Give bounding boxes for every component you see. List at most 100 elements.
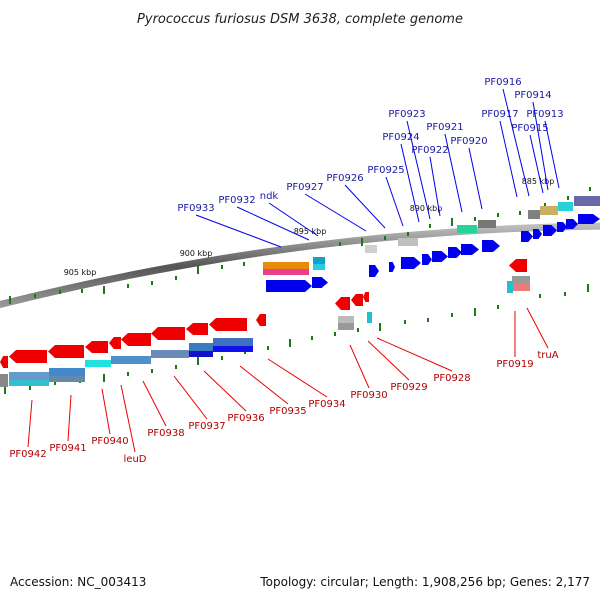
leader-line-forward: [195, 214, 282, 248]
gene-label-reverse[interactable]: PF0936: [227, 413, 264, 424]
feature-block: [338, 323, 354, 330]
gene-arrow-forward: [566, 219, 578, 229]
feature-block: [49, 376, 85, 382]
leader-line-forward: [344, 184, 386, 229]
gene-arrow-reverse: [0, 356, 8, 368]
gene-label-forward[interactable]: PF0927: [286, 182, 323, 193]
feature-block: [49, 368, 85, 376]
gene-label-reverse[interactable]: truA: [537, 350, 558, 361]
gene-label-reverse[interactable]: PF0940: [91, 436, 128, 447]
gene-label-reverse[interactable]: PF0930: [350, 390, 387, 401]
backbone-arc: [0, 222, 600, 309]
gene-arrow-reverse: [85, 341, 108, 353]
gene-label-forward[interactable]: PF0916: [484, 77, 521, 88]
leader-line-forward: [544, 120, 560, 189]
gene-label-reverse[interactable]: PF0938: [147, 428, 184, 439]
leader-line-reverse: [67, 394, 72, 442]
leader-line-forward: [529, 134, 544, 194]
gene-arrow-forward: [422, 254, 432, 265]
gene-label-forward[interactable]: PF0920: [450, 136, 487, 147]
leader-line-forward: [268, 202, 319, 237]
gene-arrow-forward: [369, 265, 379, 277]
gene-label-forward[interactable]: PF0923: [388, 109, 425, 120]
gene-label-forward[interactable]: PF0915: [511, 123, 548, 134]
leader-line-reverse: [239, 365, 289, 405]
leader-line-forward: [385, 176, 404, 227]
feature-block: [189, 351, 213, 357]
leader-line-reverse: [267, 358, 328, 398]
accession-text: Accession: NC_003413: [10, 575, 146, 589]
gene-arrow-reverse: [121, 333, 151, 346]
gene-arrow-reverse: [256, 314, 266, 326]
gene-label-forward[interactable]: PF0932: [218, 195, 255, 206]
leader-line-reverse: [173, 375, 208, 420]
feature-block: [111, 356, 151, 364]
leader-line-reverse: [376, 337, 453, 372]
gene-label-reverse[interactable]: PF0929: [390, 382, 427, 393]
gene-arrow-forward: [543, 225, 557, 236]
feature-block: [263, 269, 309, 275]
gene-arrow-forward: [266, 280, 312, 292]
feature-block: [338, 316, 354, 323]
gene-label-forward[interactable]: PF0917: [481, 109, 518, 120]
gene-label-forward[interactable]: PF0922: [411, 145, 448, 156]
gene-label-reverse[interactable]: leuD: [124, 454, 147, 465]
gene-arrow-forward: [578, 214, 600, 224]
leader-line-forward: [444, 133, 463, 213]
feature-block: [512, 283, 530, 291]
leader-line-reverse: [101, 388, 111, 435]
gene-arrow-reverse: [335, 297, 350, 310]
feature-block: [574, 196, 600, 206]
scale-label: 890 kbp: [410, 204, 443, 213]
gene-label-reverse[interactable]: PF0928: [433, 373, 470, 384]
leader-line-forward: [532, 101, 549, 191]
scale-labels: 905 kbp 900 kbp 895 kbp 890 kbp 885 kbp: [64, 177, 555, 277]
gene-label-forward[interactable]: PF0913: [526, 109, 563, 120]
gene-arrow-forward: [389, 262, 395, 272]
feature-block: [398, 238, 418, 246]
feature-block: [9, 380, 49, 386]
leader-line-reverse: [120, 384, 136, 453]
gene-label-forward[interactable]: PF0933: [177, 203, 214, 214]
leader-line-forward: [400, 143, 420, 223]
scale-label: 900 kbp: [180, 249, 213, 258]
gene-label-reverse[interactable]: PF0934: [308, 399, 345, 410]
gene-label-forward[interactable]: PF0924: [382, 132, 419, 143]
leader-line-forward: [304, 193, 367, 232]
gene-arrow-forward: [432, 251, 448, 262]
gene-label-forward[interactable]: PF0921: [426, 122, 463, 133]
gene-label-reverse[interactable]: PF0937: [188, 421, 225, 432]
leader-line-forward: [429, 156, 441, 217]
gene-label-forward[interactable]: ndk: [260, 191, 279, 202]
gene-label-reverse[interactable]: PF0941: [49, 443, 86, 454]
gene-label-forward[interactable]: PF0925: [367, 165, 404, 176]
gene-label-reverse[interactable]: PF0942: [9, 449, 46, 460]
gene-arrow-reverse: [48, 345, 84, 358]
gene-arrow-reverse: [186, 323, 208, 335]
leader-line-reverse: [142, 380, 167, 427]
feature-block: [189, 343, 213, 351]
gene-label-reverse[interactable]: PF0935: [269, 406, 306, 417]
feature-block: [365, 245, 377, 253]
feature-block: [213, 338, 253, 346]
gene-arrow-forward: [401, 257, 421, 269]
feature-block: [478, 220, 496, 228]
gene-label-forward[interactable]: PF0914: [514, 90, 551, 101]
gene-arrow-reverse: [351, 294, 363, 306]
map-title: Pyrococcus furiosus DSM 3638, complete g…: [137, 12, 463, 27]
gene-label-reverse[interactable]: PF0919: [496, 359, 533, 370]
feature-block: [213, 346, 253, 352]
scale-ticks: [4, 187, 591, 394]
feature-block: [507, 281, 513, 293]
gene-arrow-forward: [521, 231, 533, 242]
leader-line-forward: [236, 206, 310, 241]
feature-block: [313, 257, 325, 264]
topology-text: Topology: circular; Length: 1,908,256 bp…: [259, 575, 590, 589]
leader-line-forward: [406, 120, 431, 220]
gene-label-forward[interactable]: PF0926: [326, 173, 363, 184]
gene-arrow-forward: [557, 222, 567, 232]
reverse-gene-arrows: [0, 259, 527, 368]
gene-arrow-forward: [312, 277, 328, 288]
leader-line-reverse: [526, 307, 549, 349]
